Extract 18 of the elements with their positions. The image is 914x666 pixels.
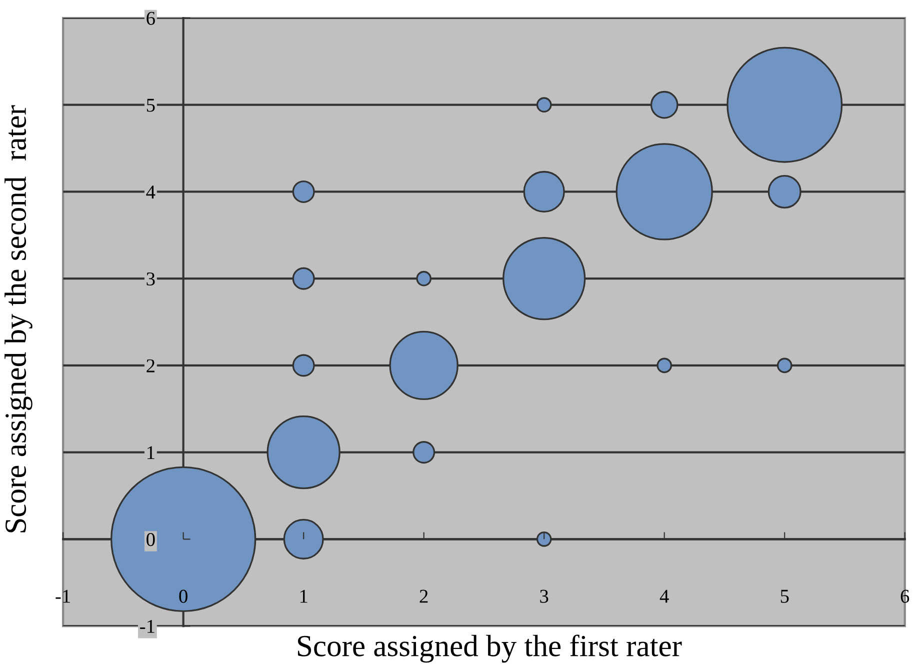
y-tick-label: 6 xyxy=(146,12,155,25)
x-tick-label: 1 xyxy=(300,590,308,603)
x-axis-title: Score assigned by the first rater xyxy=(298,634,682,663)
y-tick-label: 3 xyxy=(146,272,155,286)
x-tick-label: 5 xyxy=(780,590,789,603)
y-tick-label: 5 xyxy=(146,98,155,112)
y-tick-label: 0 xyxy=(146,532,155,546)
y-tick-label: 1 xyxy=(148,446,154,460)
x-tick-label: 0 xyxy=(179,590,188,603)
x-tick-label: 2 xyxy=(420,590,428,603)
x-tick-label: -1 xyxy=(56,590,70,603)
y-tick-label: -1 xyxy=(140,620,154,633)
x-tick-label: 4 xyxy=(660,590,669,603)
x-tick-label: 3 xyxy=(540,590,548,603)
y-tick-label: 4 xyxy=(146,186,156,198)
x-tick-label: 6 xyxy=(900,590,910,603)
y-axis-title: Score assigned by the second rater xyxy=(4,105,32,532)
y-tick-label: 2 xyxy=(146,359,154,372)
